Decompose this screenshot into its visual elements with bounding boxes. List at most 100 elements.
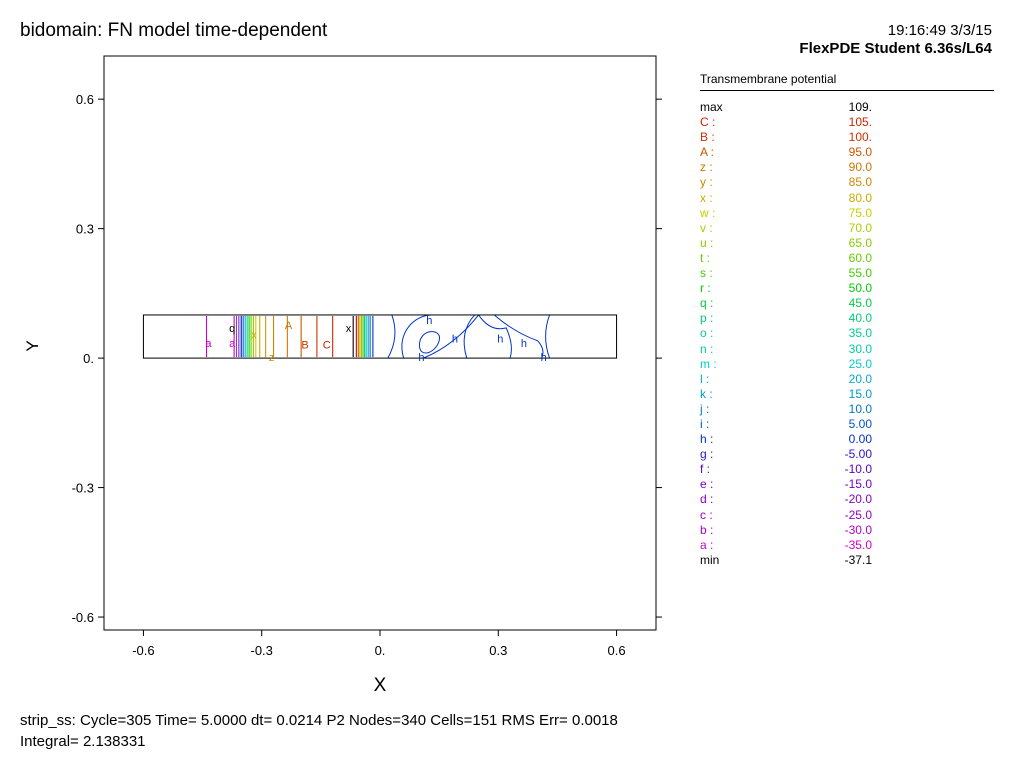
- legend-key: d :: [700, 492, 714, 507]
- y-tick-label-0: 0.6: [76, 92, 94, 107]
- x-tick-label-3: 0.3: [489, 643, 507, 658]
- legend-entry: j : 10.0: [700, 402, 994, 417]
- contour-h-curve-0: [387, 314, 396, 359]
- legend-key: z :: [700, 160, 713, 175]
- contour-label-10: h: [452, 334, 458, 346]
- legend-entries: max 109. C : 105. B : 100. A : 95.0 z : 90.0 y : 85…: [700, 100, 994, 568]
- legend-key: v :: [700, 220, 713, 235]
- legend-key: max: [700, 100, 723, 114]
- contour-h-curve-5: [478, 314, 512, 359]
- legend-key: A :: [700, 145, 715, 160]
- legend-entry: p : 40.0: [700, 311, 994, 326]
- legend-entry: x : 80.0: [700, 191, 994, 206]
- legend-value: 80.0: [848, 190, 872, 205]
- legend-key: r :: [700, 281, 711, 296]
- timestamp: 19:16:49 3/3/15: [887, 22, 992, 39]
- legend-value: 10.0: [848, 401, 872, 416]
- legend-key: C :: [700, 115, 716, 130]
- legend-entry: B : 100.: [700, 130, 994, 145]
- legend-key: x :: [700, 190, 713, 205]
- legend: Transmembrane potential max 109. C :105. B …: [700, 72, 994, 568]
- legend-value: 50.0: [848, 281, 872, 296]
- legend-entry: C : 105.: [700, 115, 994, 130]
- y-tick-label-4: -0.6: [72, 610, 94, 625]
- legend-entry: f : -10.0: [700, 462, 994, 477]
- legend-title: Transmembrane potential: [700, 72, 994, 91]
- legend-value: 95.0: [848, 145, 872, 160]
- legend-entry: l : 20.0: [700, 372, 994, 387]
- contour-lines: [142, 314, 618, 359]
- x-tick-label-4: 0.6: [608, 643, 626, 658]
- legend-value: 100.: [848, 130, 872, 145]
- legend-entry: b : -30.0: [700, 523, 994, 538]
- x-tick-label-0: -0.6: [132, 643, 154, 658]
- contour-label-9: h: [426, 315, 432, 327]
- contour-h-curve-6: [494, 314, 544, 359]
- status-line-2: Integral= 2.138331: [20, 733, 146, 750]
- contour-label-3: x: [251, 329, 257, 341]
- legend-key: m :: [700, 356, 717, 371]
- legend-value: -35.0: [844, 537, 872, 552]
- legend-value: 35.0: [848, 326, 872, 341]
- contour-label-14: h: [541, 352, 547, 364]
- legend-key: B :: [700, 130, 715, 145]
- contour-label-12: h: [521, 338, 527, 350]
- legend-value: 5.00: [848, 416, 872, 431]
- contour-label-1: a: [229, 338, 236, 350]
- legend-key: s :: [700, 266, 713, 281]
- legend-entry: i : 5.00: [700, 417, 994, 432]
- legend-value: 55.0: [848, 266, 872, 281]
- legend-key: p :: [700, 311, 714, 326]
- legend-value: 20.0: [848, 371, 872, 386]
- legend-value: 65.0: [848, 235, 872, 250]
- legend-entry: z : 90.0: [700, 160, 994, 175]
- legend-key: g :: [700, 447, 714, 462]
- status-bar: strip_ss: Cycle=305 Time= 5.0000 dt= 0.0…: [20, 710, 618, 752]
- legend-key: y :: [700, 175, 713, 190]
- legend-entry: t : 60.0: [700, 251, 994, 266]
- legend-key: c :: [700, 507, 713, 522]
- legend-entry: min -37.1: [700, 553, 994, 568]
- legend-value: -30.0: [844, 522, 872, 537]
- legend-entry: o : 35.0: [700, 326, 994, 341]
- x-axis-label: X: [374, 675, 387, 696]
- legend-entry: a : -35.0: [700, 538, 994, 553]
- legend-entry: h : 0.00: [700, 432, 994, 447]
- contour-label-8: x: [346, 323, 352, 335]
- legend-value: 25.0: [848, 356, 872, 371]
- legend-value: 105.: [848, 115, 872, 130]
- contour-label-11: h: [497, 334, 503, 346]
- domain-boundary: [142, 314, 618, 359]
- contour-h-curve-4: [463, 314, 475, 359]
- contour-label-7: C: [323, 339, 331, 351]
- legend-key: k :: [700, 386, 713, 401]
- run-stamp: 19:16:49 3/3/15 FlexPDE Student 6.36s/L6…: [799, 22, 992, 58]
- contour-h-curve-7: [545, 314, 551, 359]
- legend-value: 75.0: [848, 205, 872, 220]
- contour-label-4: z: [269, 352, 275, 364]
- legend-key: b :: [700, 522, 714, 537]
- legend-entry: max 109.: [700, 100, 994, 115]
- contour-h-curve-2: [418, 331, 440, 354]
- contour-label-5: A: [285, 320, 293, 332]
- legend-value: 15.0: [848, 386, 872, 401]
- legend-value: 45.0: [848, 296, 872, 311]
- y-axis-label: Y: [23, 340, 42, 351]
- legend-key: w :: [700, 205, 716, 220]
- legend-key: t :: [700, 250, 711, 265]
- legend-entry: d : -20.0: [700, 492, 994, 507]
- version-label: FlexPDE Student 6.36s/L64: [799, 40, 992, 57]
- legend-value: 109.: [848, 100, 872, 114]
- legend-key: j :: [700, 401, 710, 416]
- contour-label-2: q: [229, 323, 235, 335]
- legend-entry: g : -5.00: [700, 447, 994, 462]
- legend-entry: w : 75.0: [700, 206, 994, 221]
- legend-value: 40.0: [848, 311, 872, 326]
- legend-key: f :: [700, 462, 711, 477]
- axes: -0.6 -0.3 0. 0.3 0.6 0.6 0.3 0. -0.3 -0.6: [72, 55, 662, 658]
- legend-key: o :: [700, 326, 714, 341]
- legend-key: u :: [700, 235, 714, 250]
- legend-entry: r : 50.0: [700, 281, 994, 296]
- legend-key: h :: [700, 432, 714, 447]
